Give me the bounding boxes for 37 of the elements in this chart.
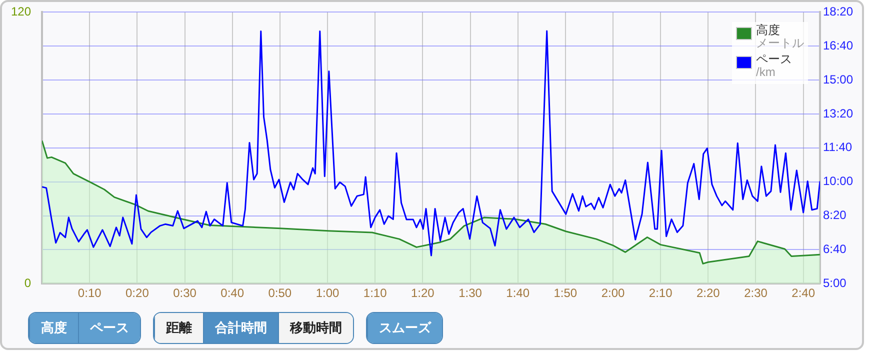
y2-tick-label: 16:40 — [822, 38, 854, 52]
x-tick-label: 1:40 — [506, 286, 530, 300]
x-tick-label: 0:30 — [173, 286, 197, 300]
y-tick-label: 120 — [10, 4, 32, 19]
y-tick-label: 0 — [24, 276, 32, 290]
x-tick-label: 2:30 — [744, 286, 768, 300]
annotation: /km — [756, 65, 776, 79]
toggle-button: 移動時間 — [278, 313, 353, 343]
toggle-button: ペース — [78, 313, 140, 343]
x-tick-label: 2:40 — [792, 286, 816, 300]
x-tick-label: 2:20 — [696, 286, 720, 300]
annotation: メートル — [756, 36, 804, 50]
x-tick-label: 1:00 — [316, 286, 340, 300]
x-tick-label: 1:30 — [458, 286, 482, 300]
x-tick-label: 1:50 — [554, 286, 578, 300]
x-tick-label: 2:10 — [648, 286, 673, 300]
x-tick-label: 0:10 — [78, 286, 102, 300]
toggle-button: 合計時間 — [203, 313, 278, 343]
y2-tick-label: 15:00 — [822, 72, 854, 86]
toggle-button: 距離 — [154, 313, 203, 343]
y2-tick-label: 11:40 — [822, 140, 852, 154]
x-tick-label: 1:10 — [363, 286, 388, 300]
toggle-button: 高度 — [29, 313, 78, 343]
legend-label: 高度 — [756, 23, 781, 37]
x-tick-label: 1:20 — [410, 286, 435, 300]
legend-label: ペース — [756, 52, 792, 66]
toggle-button: スムーズ — [367, 313, 442, 343]
y2-tick-label: 18:20 — [822, 4, 854, 19]
x-tick-label: 0:20 — [126, 286, 150, 300]
x-tick-label: 2:00 — [601, 286, 625, 300]
y2-tick-label: 10:00 — [822, 174, 854, 188]
y2-tick-label: 8:20 — [822, 208, 847, 222]
x-tick-label: 0:40 — [220, 286, 244, 300]
y2-tick-label: 13:20 — [822, 106, 854, 120]
y2-tick-label: 5:00 — [822, 276, 847, 290]
y2-tick-label: 6:40 — [822, 242, 847, 256]
x-tick-label: 0:50 — [268, 286, 292, 300]
